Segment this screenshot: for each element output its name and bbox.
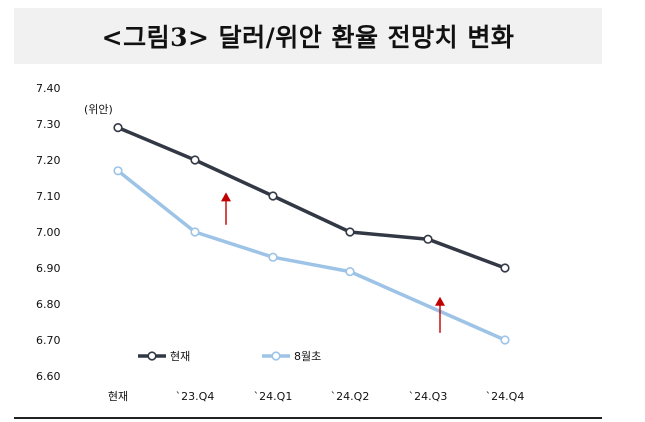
- legend-label: 현재: [170, 350, 190, 363]
- x-tick-label: 현재: [108, 390, 128, 403]
- up-arrow-annotation: [435, 296, 445, 333]
- bottom-divider: [14, 417, 602, 419]
- y-tick-label: 6.80: [36, 298, 61, 311]
- data-point: [345, 227, 355, 237]
- series-1: [113, 122, 510, 273]
- data-point: [268, 191, 278, 201]
- y-tick-label: 6.90: [36, 262, 61, 275]
- x-tick-label: `24.Q3: [409, 390, 448, 403]
- legend-label: 8월초: [294, 350, 321, 363]
- legend-swatch-marker: [271, 351, 281, 361]
- y-tick-label: 6.60: [36, 370, 61, 383]
- arrow-head: [221, 192, 231, 202]
- data-point: [423, 234, 433, 244]
- y-tick-label: 7.30: [36, 118, 61, 131]
- data-point: [113, 122, 123, 133]
- series-line: [116, 169, 506, 342]
- data-point: [268, 252, 278, 262]
- y-tick-label: 7.40: [36, 82, 61, 95]
- y-tick-label: 7.10: [36, 190, 61, 203]
- x-tick-label: `24.Q2: [331, 390, 370, 403]
- data-point: [500, 263, 510, 273]
- data-point: [345, 267, 355, 277]
- series-line: [117, 125, 506, 270]
- arrow-head: [435, 296, 445, 306]
- y-unit-label: (위안): [84, 103, 113, 116]
- legend-item: 8월초: [262, 350, 321, 363]
- data-point: [113, 166, 123, 176]
- legend-item: 현재: [138, 350, 190, 363]
- up-arrow-annotation: [221, 192, 231, 225]
- legend-swatch-marker: [147, 351, 157, 361]
- y-tick-label: 7.20: [36, 154, 61, 167]
- series-2: [113, 166, 510, 345]
- chart-title: <그림3> 달러/위안 환율 전망치 변화: [101, 23, 515, 52]
- x-tick-label: `24.Q1: [254, 390, 293, 403]
- data-point: [190, 155, 200, 165]
- data-point: [500, 335, 510, 345]
- y-tick-label: 7.00: [36, 226, 61, 239]
- x-tick-label: `23.Q4: [176, 390, 215, 403]
- y-tick-label: 6.70: [36, 334, 61, 347]
- data-point: [190, 227, 200, 237]
- title-bar: <그림3> 달러/위안 환율 전망치 변화: [14, 8, 602, 64]
- x-tick-label: `24.Q4: [486, 390, 525, 403]
